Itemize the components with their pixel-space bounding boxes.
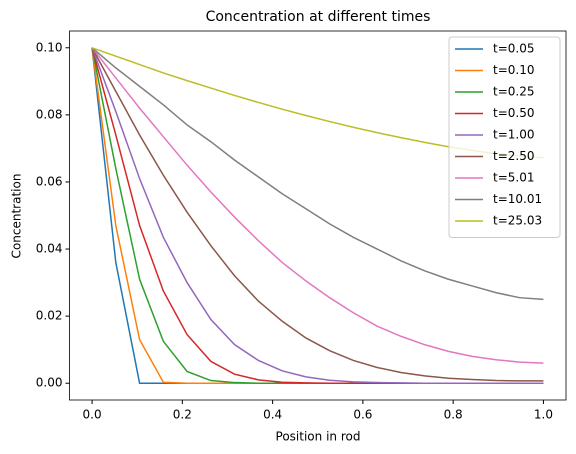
legend-label: t=0.25 — [493, 85, 534, 99]
legend-box — [448, 36, 561, 238]
legend-label: t=0.05 — [493, 42, 534, 56]
legend-label: t=10.01 — [493, 192, 542, 206]
y-tick-label: 0.00 — [36, 376, 63, 390]
data-line — [91, 47, 544, 382]
data-line — [91, 47, 544, 364]
legend-label: t=2.50 — [493, 149, 534, 163]
plot-frame — [69, 30, 567, 401]
y-tick-label: 0.04 — [36, 242, 63, 256]
x-tick-label: 1.0 — [534, 408, 553, 422]
legend-label: t=0.10 — [493, 63, 534, 77]
x-tick-label: 0.4 — [263, 408, 282, 422]
legend-label: t=25.03 — [493, 214, 542, 228]
y-tick-label: 0.10 — [36, 40, 63, 54]
x-axis-label: Position in rod — [276, 430, 361, 444]
y-tick-label: 0.08 — [36, 107, 63, 121]
data-line — [91, 47, 544, 384]
legend-label: t=0.50 — [493, 106, 534, 120]
data-line — [91, 47, 544, 301]
y-axis-label: Concentration — [10, 174, 24, 259]
x-tick-label: 0.2 — [173, 408, 192, 422]
legend-label: t=5.01 — [493, 171, 534, 185]
y-tick-label: 0.02 — [36, 309, 63, 323]
y-tick-label: 0.06 — [36, 174, 63, 188]
x-tick-label: 0.0 — [83, 408, 102, 422]
chart-title: Concentration at different times — [206, 9, 431, 25]
x-tick-label: 0.8 — [444, 408, 463, 422]
x-tick-label: 0.6 — [353, 408, 372, 422]
legend-label: t=1.00 — [493, 128, 534, 142]
